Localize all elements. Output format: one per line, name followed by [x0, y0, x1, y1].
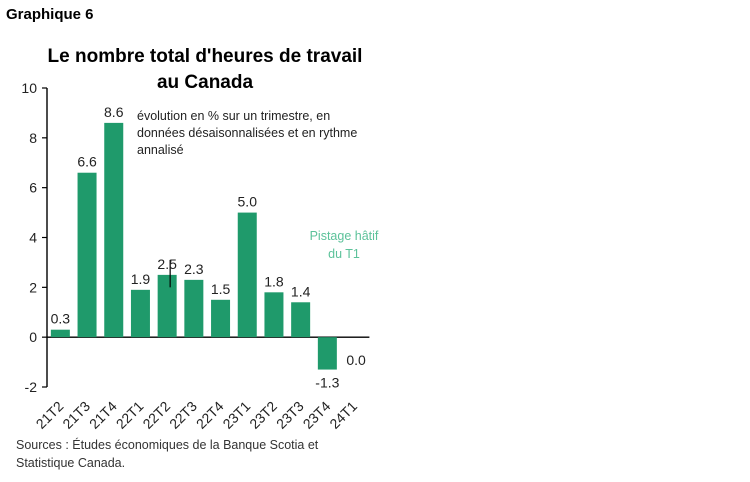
value-label: 0.0 — [346, 352, 366, 368]
category-label: 24T1 — [326, 398, 360, 432]
y-tick-label: 10 — [21, 80, 37, 96]
bar — [317, 337, 337, 370]
chart-title-line-1: Le nombre total d'heures de travail — [47, 46, 363, 67]
bar — [130, 289, 150, 338]
sources-line-2: Statistique Canada. — [16, 456, 126, 470]
bar — [184, 279, 204, 338]
graph-label: Graphique 6 — [6, 6, 94, 23]
category-label: 23T2 — [246, 398, 280, 432]
bar — [50, 329, 70, 338]
value-label: -1.3 — [315, 375, 339, 391]
annotation-line-3: annalisé — [137, 143, 184, 157]
annotation-line-1: évolution en % sur un trimestre, en — [137, 109, 330, 123]
category-label: 23T4 — [300, 398, 334, 432]
value-label: 8.6 — [104, 104, 124, 120]
value-label: 6.6 — [77, 154, 97, 170]
y-tick-label: 6 — [29, 180, 37, 196]
y-tick-label: 4 — [29, 230, 37, 246]
value-label: 1.5 — [211, 281, 231, 297]
chart-title: Le nombre total d'heures de travail au C… — [20, 44, 390, 96]
bar — [291, 302, 311, 338]
category-label: 21T3 — [59, 398, 93, 432]
value-label: 5.0 — [238, 194, 258, 210]
category-label: 23T3 — [273, 398, 307, 432]
bar — [264, 292, 284, 338]
category-label: 22T2 — [139, 398, 173, 432]
category-label: 22T3 — [166, 398, 200, 432]
category-label: 21T2 — [33, 398, 67, 432]
highlight-line-1: Pistage hâtif — [310, 229, 379, 243]
category-label: 21T4 — [86, 398, 120, 432]
bar — [237, 212, 257, 338]
annotation-layer: évolution en % sur un trimestre, en donn… — [137, 109, 379, 261]
sources-note: Sources : Études économiques de la Banqu… — [16, 436, 376, 472]
bar — [157, 274, 177, 338]
category-label: 22T1 — [113, 398, 147, 432]
value-label: 2.3 — [184, 261, 204, 277]
highlight-line-2: du T1 — [328, 247, 360, 261]
bar — [77, 172, 97, 338]
y-tick-label: -2 — [25, 379, 38, 395]
value-label: 0.3 — [51, 311, 71, 327]
value-label: 1.4 — [291, 283, 311, 299]
y-tick-label: 8 — [29, 130, 37, 146]
y-tick-label: 2 — [29, 279, 37, 295]
annotation-line-2: données désaisonnalisées et en rythme — [137, 126, 357, 140]
value-label: 1.8 — [264, 273, 284, 289]
value-label: 1.9 — [131, 271, 151, 287]
value-label: 2.5 — [157, 256, 177, 272]
y-tick-label: 0 — [29, 329, 37, 345]
category-label: 23T1 — [219, 398, 253, 432]
axis-layer: -2 0 2 4 6 8 10 — [21, 80, 370, 395]
chart-title-line-2: au Canada — [156, 72, 254, 93]
bar — [104, 122, 124, 338]
category-label: 22T4 — [193, 398, 227, 432]
bar — [211, 299, 231, 338]
sources-line-1: Sources : Études économiques de la Banqu… — [16, 438, 319, 452]
bar-layer — [50, 122, 337, 370]
